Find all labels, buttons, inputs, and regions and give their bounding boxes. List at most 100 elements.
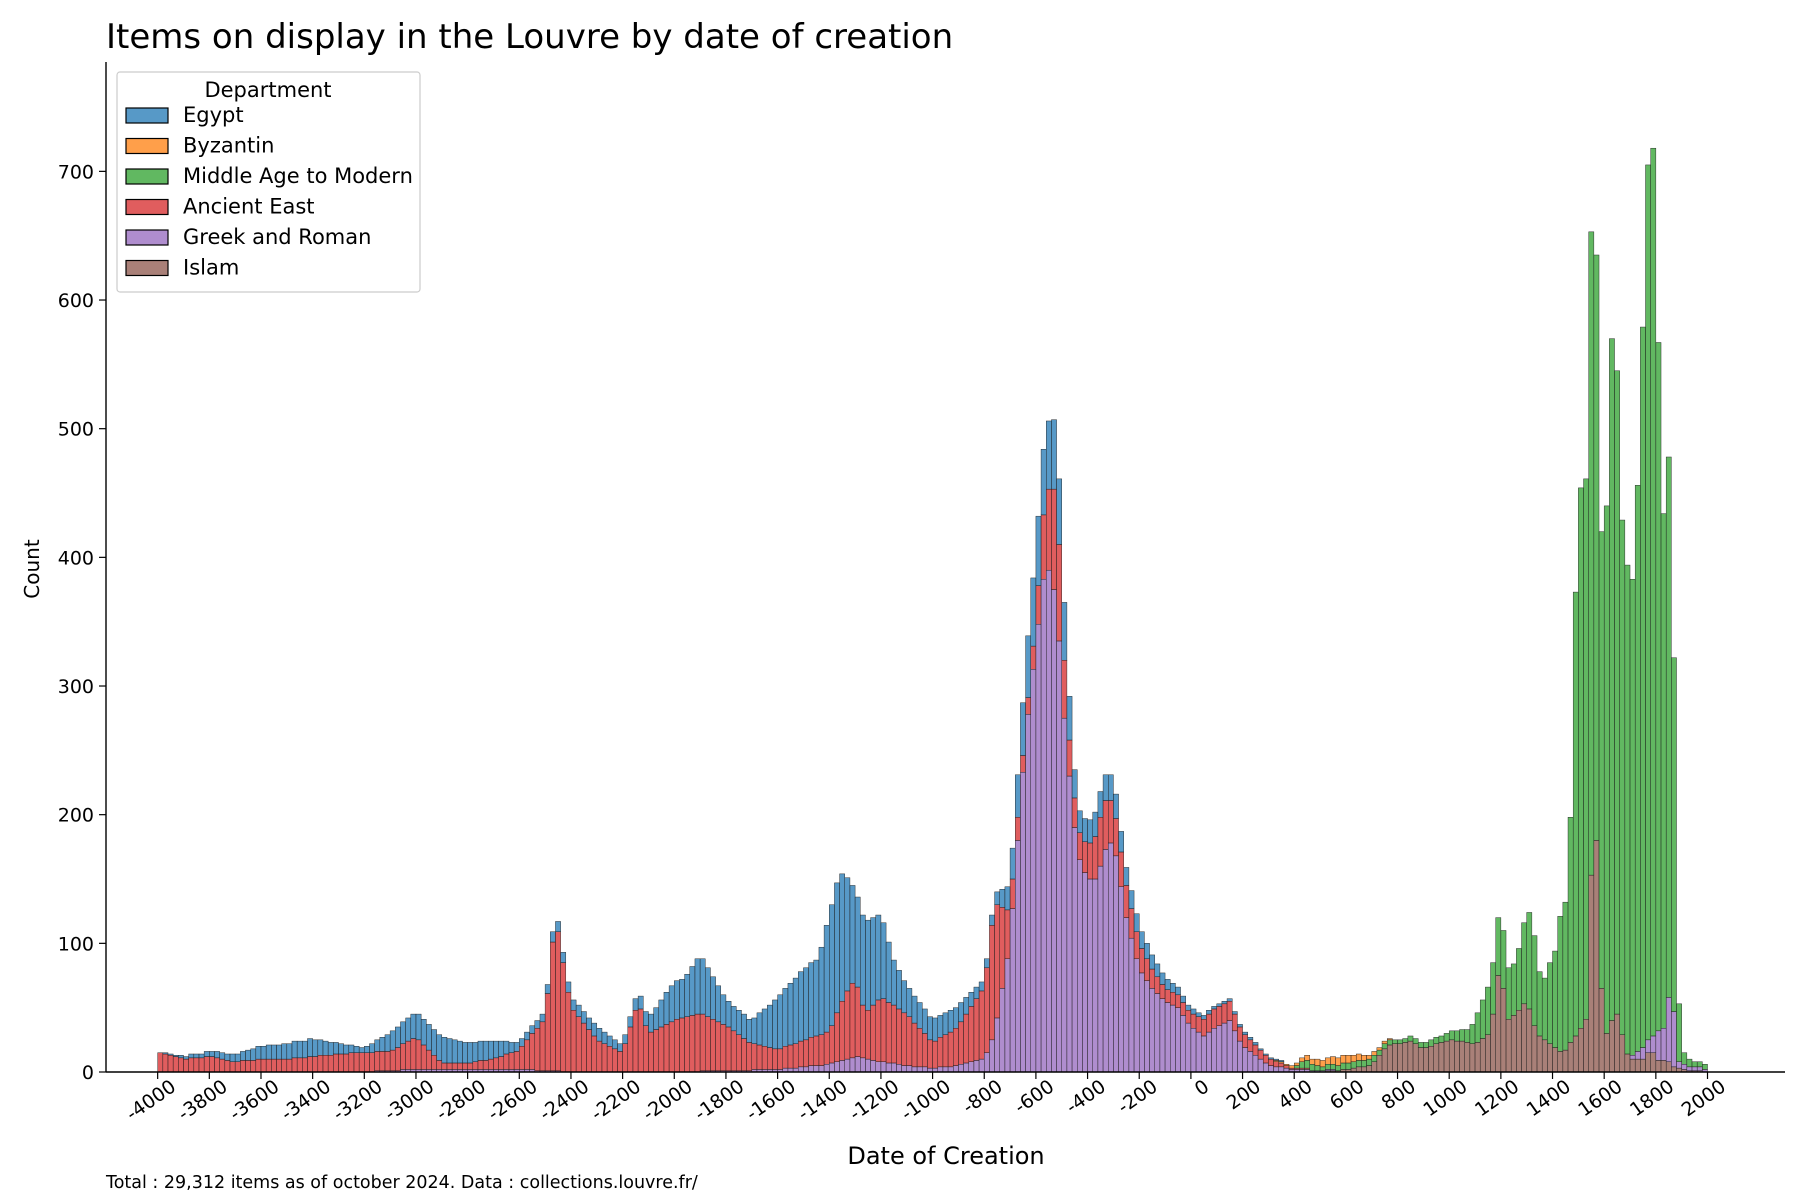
bar-greek-and-roman	[1077, 859, 1083, 1073]
bar-egypt	[891, 959, 897, 1006]
bar-greek-and-roman	[1139, 972, 1145, 1073]
bar-ancient-east	[839, 1001, 845, 1061]
bar-middle-age-to-modern	[1324, 1064, 1331, 1070]
bar-egypt	[818, 946, 825, 1035]
bar-ancient-east	[870, 1004, 876, 1061]
bar-byzantin	[1335, 1057, 1341, 1066]
bar-ancient-east	[984, 967, 990, 1053]
bar-ancient-east	[963, 1013, 969, 1064]
bar-egypt	[369, 1043, 375, 1053]
bar-middle-age-to-modern	[1691, 1061, 1698, 1068]
bar-islam	[1547, 1043, 1553, 1073]
bar-greek-and-roman	[1190, 1028, 1197, 1073]
bar-ancient-east	[462, 1062, 468, 1070]
bar-ancient-east	[214, 1057, 220, 1073]
bar-ancient-east	[916, 1028, 923, 1068]
bar-greek-and-roman	[1087, 878, 1093, 1073]
bar-middle-age-to-modern	[1417, 1042, 1424, 1048]
bar-ancient-east	[1231, 1013, 1238, 1032]
bar-ancient-east	[1056, 544, 1062, 642]
bar-byzantin	[1361, 1055, 1367, 1061]
bar-ancient-east	[1144, 958, 1150, 981]
bar-egypt	[529, 1025, 536, 1034]
bar-egypt	[446, 1038, 453, 1064]
bar-egypt	[591, 1022, 598, 1037]
bar-ancient-east	[503, 1053, 510, 1070]
bar-ancient-east	[451, 1062, 458, 1070]
bar-ancient-east	[405, 1040, 412, 1070]
bar-ancient-east	[736, 1034, 742, 1071]
bar-ancient-east	[648, 1031, 654, 1073]
bar-egypt	[787, 982, 794, 1046]
bar-greek-and-roman	[1113, 855, 1119, 1073]
bar-middle-age-to-modern	[1371, 1055, 1378, 1062]
bar-ancient-east	[488, 1058, 494, 1070]
bar-ancient-east	[947, 1031, 954, 1068]
bar-islam	[1479, 1038, 1486, 1073]
bar-greek-and-roman	[1175, 1007, 1181, 1073]
bar-egypt	[1108, 774, 1114, 801]
bar-islam	[1381, 1048, 1388, 1073]
bar-middle-age-to-modern	[1319, 1066, 1326, 1071]
bar-ancient-east	[493, 1057, 499, 1070]
bar-greek-and-roman	[1061, 717, 1068, 1073]
bar-byzantin	[1381, 1040, 1388, 1044]
bar-egypt	[922, 1008, 928, 1034]
legend-box	[116, 71, 421, 293]
bar-greek-and-roman	[875, 1061, 882, 1073]
bar-middle-age-to-modern	[1330, 1064, 1336, 1070]
bar-ancient-east	[632, 1010, 639, 1073]
bar-islam	[1423, 1047, 1429, 1073]
bar-ancient-east	[513, 1051, 520, 1070]
bar-islam	[1407, 1040, 1414, 1073]
bar-ancient-east	[364, 1052, 370, 1073]
bar-greek-and-roman	[1185, 1022, 1192, 1073]
bar-middle-age-to-modern	[1671, 657, 1677, 1012]
bar-ancient-east	[1190, 1013, 1197, 1029]
bar-ancient-east	[1273, 1061, 1279, 1068]
bar-ancient-east	[472, 1061, 479, 1070]
bar-greek-and-roman	[798, 1066, 804, 1073]
bar-greek-and-roman	[1154, 993, 1161, 1073]
bar-egypt	[694, 958, 701, 1015]
bar-ancient-east	[327, 1055, 334, 1073]
bar-greek-and-roman	[1278, 1066, 1285, 1073]
bar-greek-and-roman	[911, 1066, 918, 1073]
bar-ancient-east	[772, 1048, 778, 1070]
bar-ancient-east	[741, 1038, 747, 1071]
bar-egypt	[1159, 972, 1166, 985]
bar-egypt	[663, 992, 670, 1025]
bar-egypt	[643, 1011, 649, 1026]
bar-islam	[1454, 1040, 1460, 1073]
bar-ancient-east	[622, 1043, 629, 1073]
bar-ancient-east	[1278, 1062, 1285, 1068]
bar-middle-age-to-modern	[1536, 971, 1543, 1037]
bar-egypt	[1237, 1024, 1243, 1028]
bar-egypt	[627, 1016, 634, 1028]
bar-egypt	[441, 1037, 448, 1064]
legend-label: Ancient East	[183, 195, 315, 219]
bar-ancient-east	[1164, 989, 1171, 1003]
bar-middle-age-to-modern	[1366, 1058, 1372, 1066]
bar-byzantin	[1371, 1051, 1378, 1056]
bar-egypt	[353, 1046, 360, 1053]
bar-ancient-east	[1092, 836, 1099, 880]
bars-layer	[157, 147, 1708, 1073]
bar-ancient-east	[570, 1010, 577, 1073]
bar-egypt	[436, 1034, 443, 1061]
x-tick-label: -600	[1010, 1076, 1058, 1119]
x-tick-label: -3400	[277, 1076, 335, 1126]
bar-egypt	[234, 1053, 241, 1062]
bar-ancient-east	[1004, 909, 1011, 960]
bar-greek-and-roman	[1634, 1051, 1641, 1060]
bar-islam	[1386, 1044, 1393, 1073]
bar-islam	[1361, 1066, 1367, 1073]
bar-egypt	[736, 1010, 742, 1035]
bar-greek-and-roman	[1025, 714, 1031, 1073]
bar-ancient-east	[989, 925, 995, 1041]
x-tick-label: -3000	[380, 1076, 438, 1126]
bar-greek-and-roman	[968, 1061, 975, 1073]
bar-middle-age-to-modern	[1531, 935, 1538, 1026]
bar-ancient-east	[803, 1039, 809, 1068]
bar-egypt	[901, 980, 907, 1014]
